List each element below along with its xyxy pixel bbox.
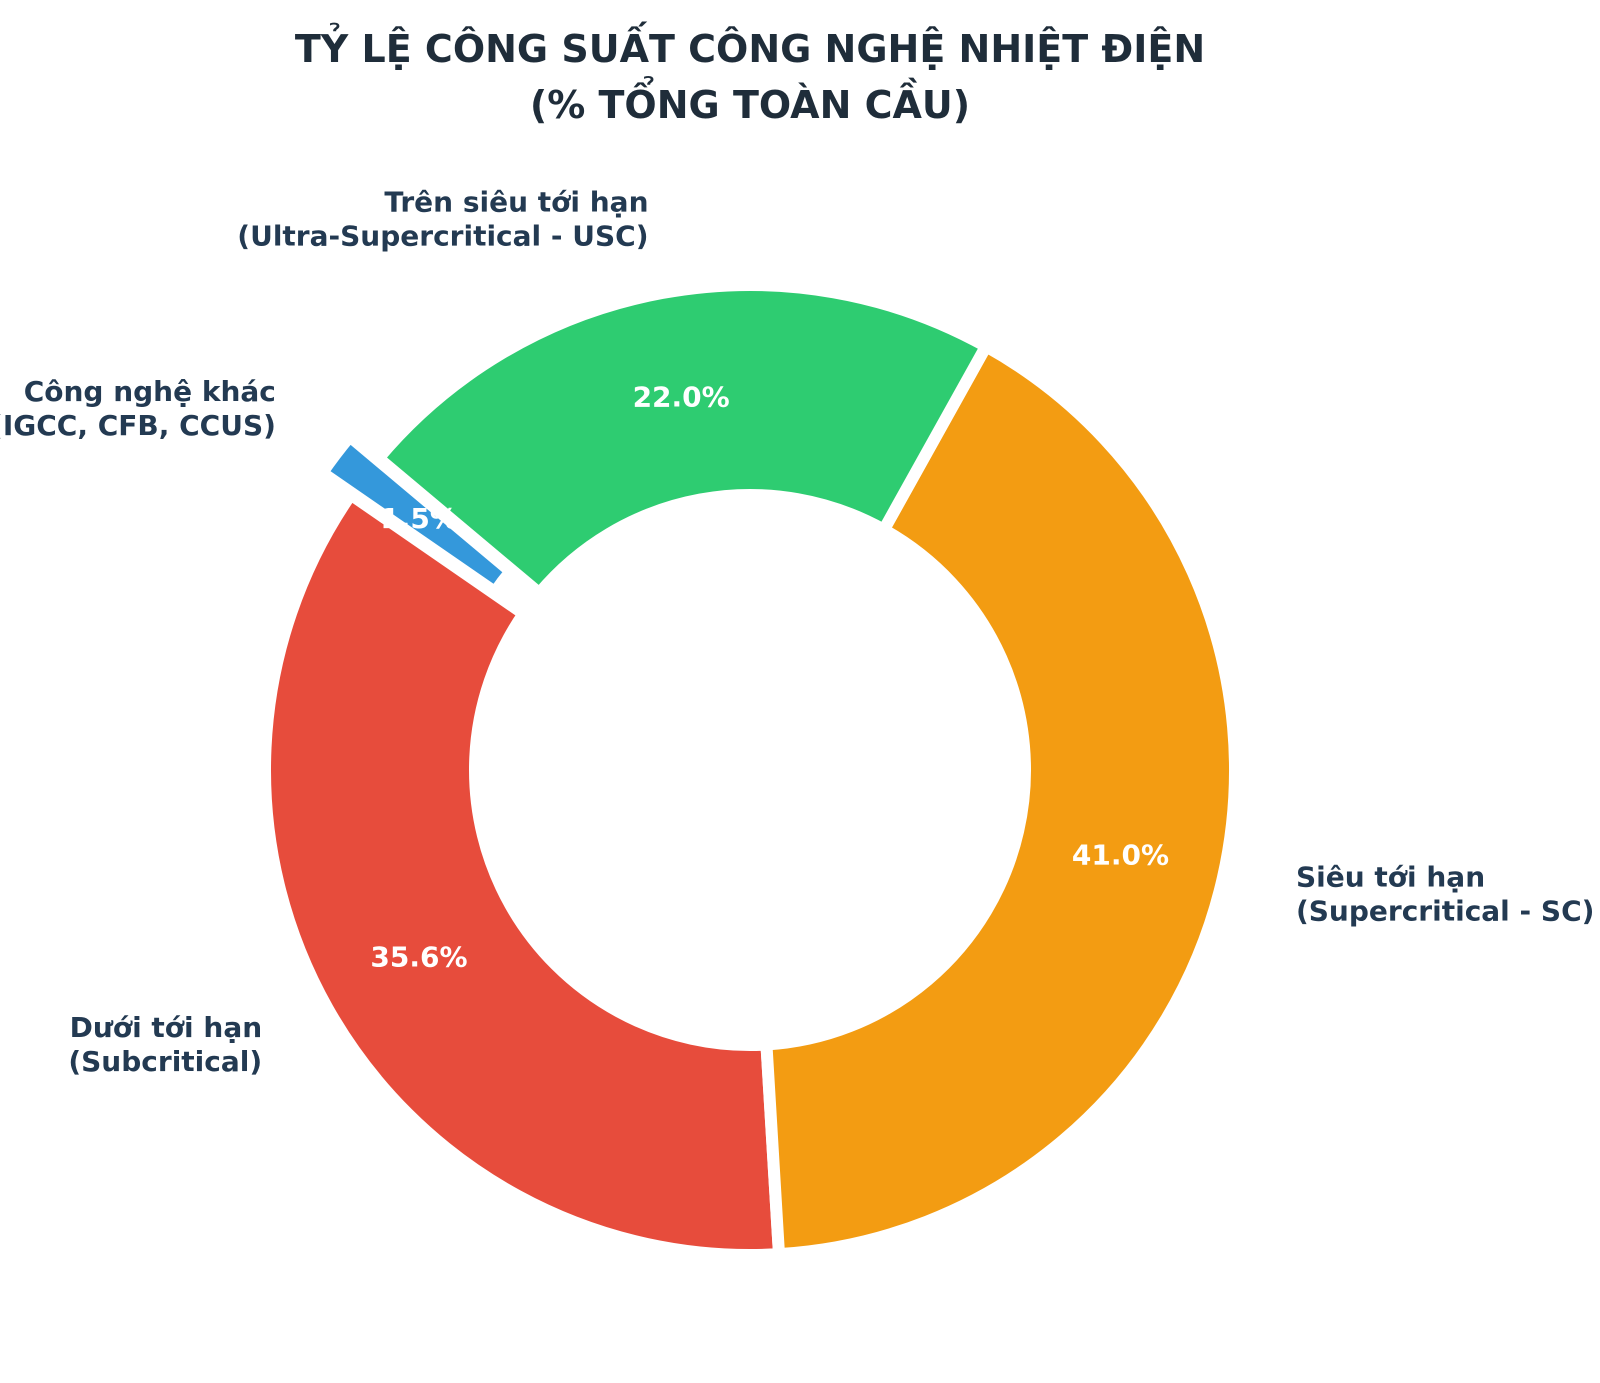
category-label-line: (Subcritical) (68, 1045, 262, 1078)
chart-title-line-1: TỶ LỆ CÔNG SUẤT CÔNG NGHỆ NHIỆT ĐIỆN (295, 22, 1205, 71)
category-label-line: Trên siêu tới hạn (384, 185, 648, 218)
category-labels: Công nghệ khác (IGCC, CFB, CCUS) Dưới tới … (0, 185, 1594, 1078)
category-label-line: Dưới tới hạn (70, 1011, 263, 1044)
percent-labels: 1.5% 35.6% 41.0% 22.0% (370, 380, 1169, 973)
chart-title: TỶ LỆ CÔNG SUẤT CÔNG NGHỆ NHIỆT ĐIỆN (% … (295, 22, 1205, 127)
category-label-tren-sieu-toi-han: Trên siêu tới hạn (Ultra-Supercritical - … (237, 185, 648, 252)
donut-slices (259, 279, 1241, 1261)
category-label-sieu-toi-han: Siêu tới hạn (Supercritical - SC) (1296, 861, 1594, 928)
slice-tren-sieu-toi-han (370, 279, 995, 602)
chart-title-line-2: (% TỔNG TOÀN CẦU) (530, 77, 970, 127)
category-label-cong-nghe-khac: Công nghệ khác (IGCC, CFB, CCUS) (0, 375, 276, 442)
percent-label-tren-sieu-toi-han: 22.0% (633, 380, 730, 413)
percent-label-sieu-toi-han: 41.0% (1072, 838, 1169, 871)
category-label-line: Công nghệ khác (24, 375, 276, 408)
slice-sieu-toi-han (760, 338, 1241, 1261)
category-label-line: (Supercritical - SC) (1296, 895, 1594, 928)
category-label-duoi-toi-han: Dưới tới hạn (Subcritical) (68, 1011, 262, 1078)
category-label-line: (IGCC, CFB, CCUS) (0, 409, 276, 442)
category-label-line: (Ultra-Supercritical - USC) (237, 219, 648, 252)
percent-label-duoi-toi-han: 35.6% (370, 941, 467, 974)
category-label-line: Siêu tới hạn (1296, 861, 1485, 894)
percent-label-cong-nghe-khac: 1.5% (380, 502, 458, 535)
slice-duoi-toi-han (259, 486, 786, 1261)
